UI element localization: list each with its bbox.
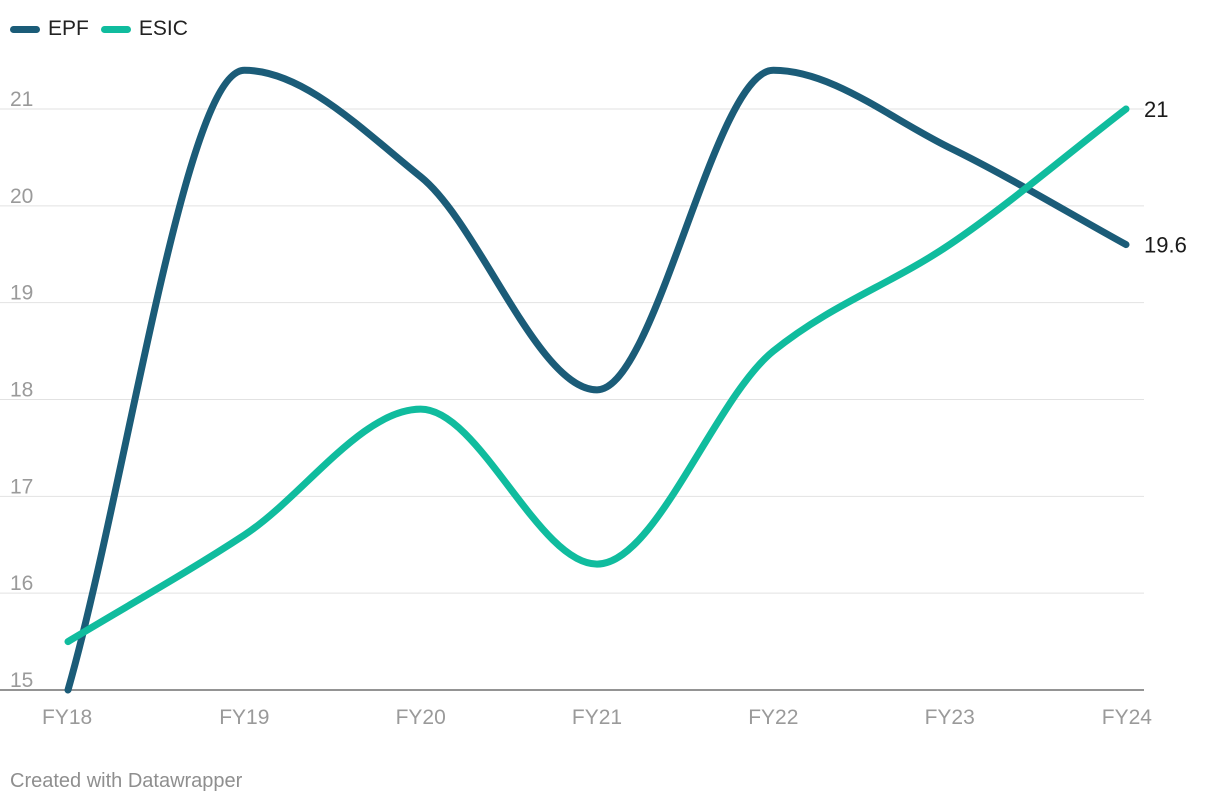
legend-label-epf: EPF [48, 17, 89, 40]
legend-swatch-esic [100, 25, 131, 33]
legend-swatch-epf [10, 25, 40, 33]
legend-item-esic: ESIC [100, 17, 188, 41]
chart-legend: EPF ESIC [10, 17, 200, 41]
end-value-label-epf: 19.6 [1144, 233, 1187, 258]
legend-label-esic: ESIC [138, 17, 188, 40]
legend-item-epf: EPF [10, 17, 89, 41]
x-tick-label: FY20 [396, 706, 446, 729]
end-value-label-esic: 21 [1144, 97, 1168, 122]
x-tick-label: FY24 [1102, 706, 1153, 729]
x-tick-label: FY21 [572, 706, 622, 729]
series-line-esic [64, 105, 1130, 646]
y-tick-label: 20 [10, 185, 33, 208]
y-tick-label: 19 [10, 282, 33, 305]
x-tick-label: FY18 [42, 706, 92, 729]
x-tick-label: FY22 [748, 706, 798, 729]
x-tick-label: FY19 [219, 706, 269, 729]
footer-credit: Created with Datawrapper [10, 770, 243, 792]
y-tick-label: 17 [10, 475, 33, 498]
y-tick-label: 21 [10, 88, 33, 111]
y-tick-label: 16 [10, 572, 33, 595]
y-tick-label: 18 [10, 379, 33, 402]
series-line-epf [64, 66, 1130, 694]
x-tick-label: FY23 [925, 706, 975, 729]
y-tick-label: 15 [10, 669, 33, 692]
